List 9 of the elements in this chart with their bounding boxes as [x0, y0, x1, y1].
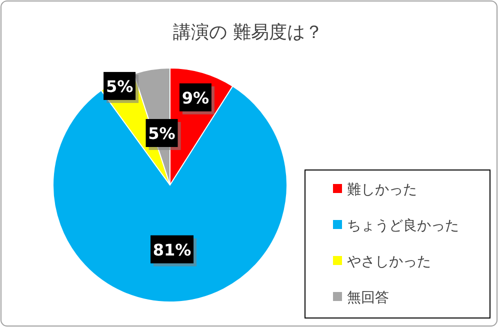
legend-label: 無回答: [347, 290, 389, 306]
legend-label: ちょうど良かった: [347, 218, 459, 234]
legend-label: 難しかった: [347, 182, 417, 198]
data-label: 5%: [106, 76, 134, 96]
data-label: 81%: [152, 240, 192, 260]
data-label: 9%: [182, 88, 210, 108]
data-label: 5%: [148, 124, 176, 143]
legend-label: やさしかった: [347, 254, 431, 270]
chart-title: 講演の 難易度は？: [173, 22, 323, 43]
